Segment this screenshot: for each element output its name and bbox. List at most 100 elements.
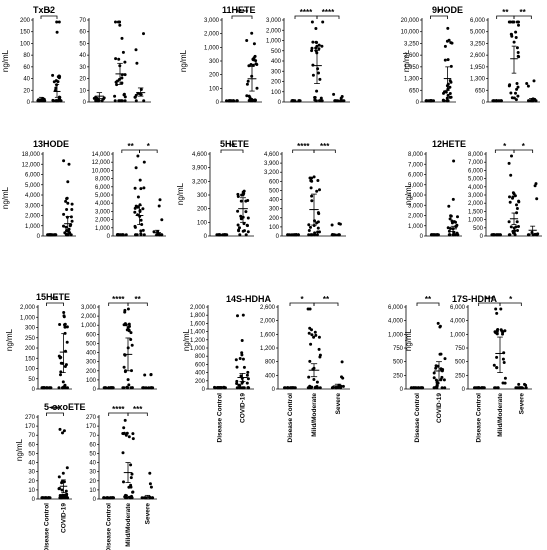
y-tick-label: 0 — [32, 497, 36, 503]
y-tick-label: 30 — [89, 470, 96, 476]
data-point — [525, 82, 529, 85]
series-dc — [213, 385, 227, 390]
y-tick-label: 400 — [86, 351, 97, 357]
y-tick-label: 1,000 — [388, 332, 404, 338]
y-tick-label: 500 — [86, 341, 97, 347]
y-tick-label: 0 — [272, 387, 276, 393]
y-tick-label: 20 — [23, 88, 30, 94]
data-point — [66, 180, 70, 184]
data-point — [237, 229, 241, 233]
data-point — [515, 20, 519, 24]
y-tick-label: 1,000 — [81, 323, 97, 329]
chart-6: 15HETE ng/mL 0 50 100 150 200 250 300 1,000 2,000 *… — [5, 292, 157, 393]
data-point — [125, 385, 129, 389]
y-tick-label: 12,000 — [92, 160, 111, 166]
y-tick-label: 2,000 — [95, 218, 111, 224]
significance-label: * — [300, 295, 304, 304]
y-tick-label: 0 — [107, 234, 111, 240]
data-point — [318, 188, 321, 192]
data-point — [114, 57, 118, 61]
data-point — [126, 307, 130, 311]
y-tick-label: 300 — [25, 326, 36, 332]
y-tick-label: 100 — [197, 220, 208, 226]
y-tick-label: 50 — [89, 451, 96, 457]
data-point — [135, 61, 139, 65]
series-sev — [152, 198, 164, 237]
data-point — [307, 375, 311, 379]
data-point — [317, 212, 321, 216]
data-point — [118, 23, 122, 27]
significance-label: * — [503, 142, 507, 151]
series-cov — [51, 20, 63, 103]
data-point — [55, 20, 59, 24]
chart-5: 12HETE ng/mL 0 1,000 2,000 3,000 4,000 5,000 6,0… — [404, 139, 542, 240]
y-tick-label: 800 — [265, 360, 276, 366]
y-tick-label: 10 — [89, 488, 96, 494]
y-tick-label: 1,500 — [468, 209, 484, 215]
data-point — [62, 429, 66, 433]
data-point — [58, 356, 62, 360]
data-point — [440, 375, 444, 379]
data-point — [507, 161, 511, 165]
significance-bracket — [513, 15, 532, 19]
significance-label: ** — [128, 142, 135, 151]
y-tick-label: 2,000 — [408, 214, 424, 220]
y-tick-label: 1,000 — [204, 45, 220, 51]
data-point — [253, 99, 257, 103]
data-point — [142, 32, 145, 36]
data-point — [308, 359, 312, 363]
series-dc — [424, 99, 435, 103]
data-point — [59, 373, 62, 377]
data-point — [309, 179, 313, 183]
data-point — [310, 328, 313, 332]
data-point — [443, 58, 447, 62]
data-point — [515, 203, 518, 207]
y-tick-label: 3,000 — [468, 193, 484, 199]
series-mild — [133, 154, 146, 237]
chart-0: TxB2 ng/mL 0 20 40 60 80 100 150 200 * 0 10 20 30 40 50 6… — [1, 5, 151, 106]
x-category-label: Severe — [335, 393, 342, 415]
data-point — [446, 58, 450, 62]
data-point — [524, 383, 528, 387]
data-point — [444, 90, 448, 94]
series-mild — [310, 20, 325, 103]
data-point — [313, 330, 317, 334]
chart-8: 17S-HDHA ng/mL 0 250 500 750 1,000 4,000 6,000 Di… — [388, 294, 532, 443]
y-tick-label: 70 — [28, 433, 35, 439]
y-tick-label: 100 — [209, 86, 220, 92]
y-tick-label: 10,000 — [92, 168, 111, 174]
significance-label: * — [437, 8, 441, 17]
y-tick-label: 60 — [28, 442, 35, 448]
significance-label: ** — [502, 8, 509, 17]
data-point — [526, 84, 530, 88]
significance-bracket — [313, 149, 336, 153]
data-point — [134, 204, 138, 208]
significance-bracket — [46, 302, 64, 306]
data-point — [315, 189, 319, 193]
data-point — [61, 471, 65, 475]
data-point — [151, 496, 155, 500]
data-point — [456, 215, 459, 219]
y-tick-label: 10 — [79, 88, 86, 94]
data-point — [446, 99, 450, 103]
y-tick-label: 1,200 — [260, 346, 276, 352]
y-tick-label: 1,000 — [20, 315, 36, 321]
data-point — [236, 223, 240, 227]
data-point — [495, 366, 499, 369]
series-dc — [102, 386, 115, 390]
y-tick-label: 300 — [197, 193, 208, 199]
data-point — [116, 79, 119, 83]
data-point — [311, 63, 315, 67]
y-axis-label: ng/mL — [176, 182, 185, 205]
series-cov — [446, 159, 460, 237]
data-point — [313, 386, 317, 390]
data-point — [509, 91, 513, 95]
y-tick-label: 20,000 — [401, 18, 420, 24]
data-point — [122, 431, 126, 435]
data-point — [61, 493, 64, 497]
data-point — [123, 310, 127, 314]
chart-title: TxB2 — [33, 5, 55, 15]
significance-bracket — [430, 15, 448, 19]
significance-bracket — [316, 15, 340, 19]
y-tick-label: 50 — [79, 41, 86, 47]
